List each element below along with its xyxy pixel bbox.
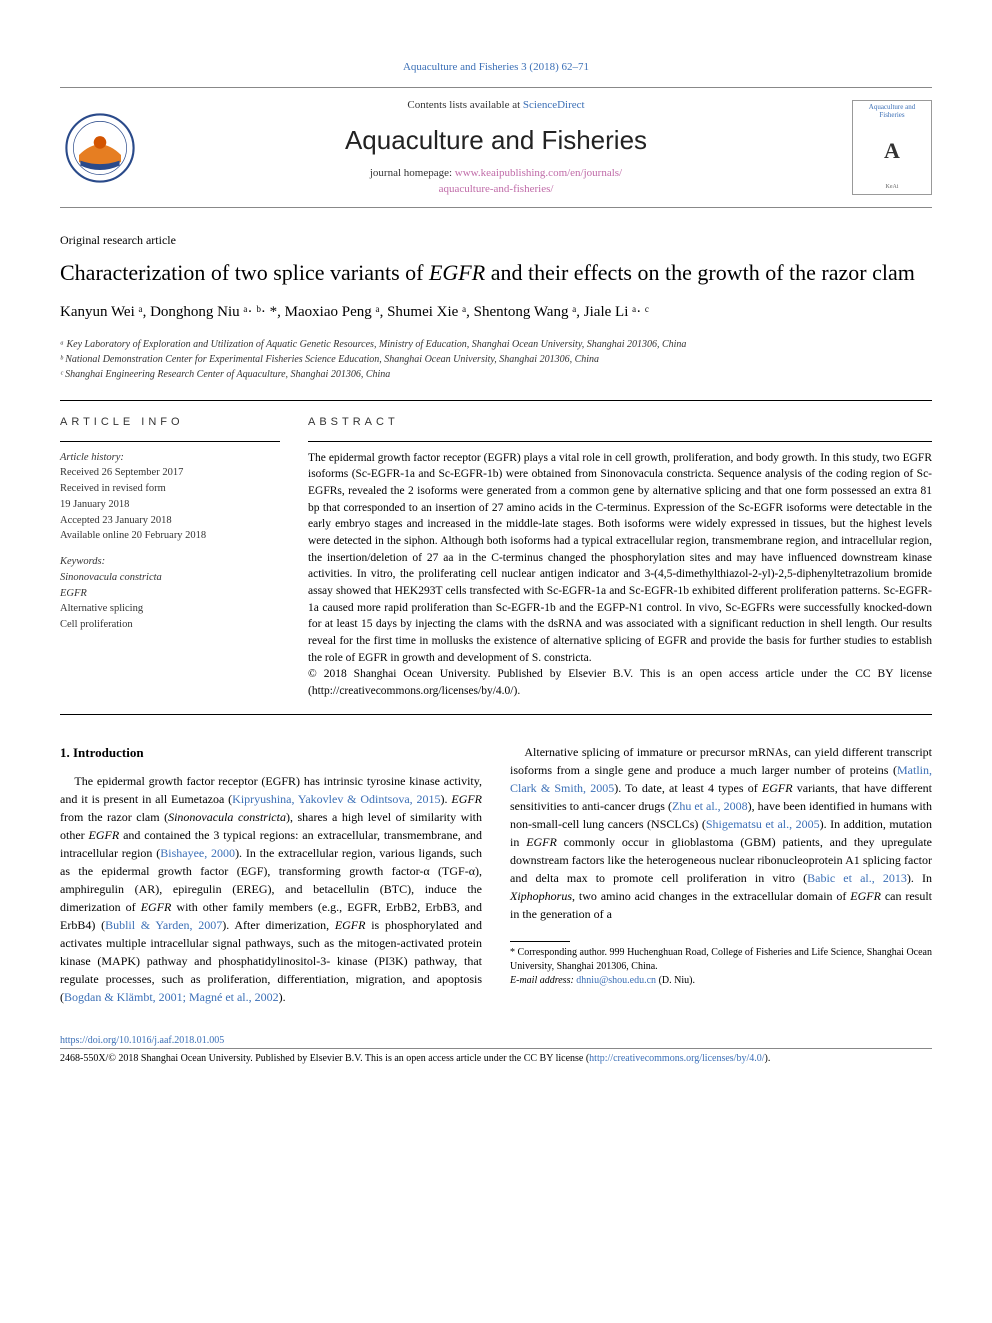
keyword-3: Alternative splicing	[60, 601, 280, 617]
p2-h: , two amino acid changes in the extracel…	[572, 889, 850, 903]
cover-journal-name: Aquaculture and Fisheries	[856, 104, 928, 119]
sciencedirect-link[interactable]: ScienceDirect	[523, 99, 585, 111]
p2-it2: EGFR	[526, 835, 557, 849]
received-date: Received 26 September 2017	[60, 465, 280, 481]
p1-cite-3[interactable]: Bublil & Yarden, 2007	[105, 918, 222, 932]
doi-link[interactable]: https://doi.org/10.1016/j.aaf.2018.01.00…	[60, 1035, 224, 1046]
p2-cite-3[interactable]: Shigematsu et al., 2005	[706, 817, 820, 831]
corresponding-author-footnote: * Corresponding author. 999 Huchenghuan …	[510, 946, 932, 988]
revised-line-1: Received in revised form	[60, 481, 280, 497]
p1-j: ).	[279, 990, 286, 1004]
abstract-end-rule	[60, 714, 932, 715]
keywords-block: Keywords: Sinonovacula constricta EGFR A…	[60, 554, 280, 633]
p1-cite-2[interactable]: Bishayee, 2000	[160, 846, 235, 860]
journal-cover-thumbnail: Aquaculture and Fisheries A KeAi	[852, 100, 932, 195]
publisher-logo-left	[60, 108, 140, 188]
article-title: Characterization of two splice variants …	[60, 259, 932, 287]
contents-available-line: Contents lists available at ScienceDirec…	[140, 98, 852, 113]
journal-homepage-line: journal homepage: www.keaipublishing.com…	[140, 166, 852, 197]
p1-it4: EGFR	[141, 900, 172, 914]
accepted-date: Accepted 23 January 2018	[60, 513, 280, 529]
info-abstract-row: ARTICLE INFO Article history: Received 2…	[60, 415, 932, 699]
info-rule	[60, 441, 280, 442]
cover-letter-icon: A	[872, 131, 912, 171]
keyword-2: EGFR	[60, 586, 280, 602]
abstract-heading: ABSTRACT	[308, 415, 932, 430]
footer-license-link[interactable]: http://creativecommons.org/licenses/by/4…	[589, 1053, 764, 1064]
email-link[interactable]: dhniu@shou.edu.cn	[576, 975, 656, 986]
affiliation-c: ᶜ Shanghai Engineering Research Center o…	[60, 367, 932, 382]
p2-cite-2[interactable]: Zhu et al., 2008	[672, 799, 748, 813]
p1-it1: EGFR	[451, 792, 482, 806]
p1-h: ). After dimerization,	[222, 918, 335, 932]
revised-line-2: 19 January 2018	[60, 497, 280, 513]
footnote-corr: * Corresponding author. 999 Huchenghuan …	[510, 946, 932, 974]
abstract-copyright: © 2018 Shanghai Ocean University. Publis…	[308, 666, 932, 699]
intro-heading: 1. Introduction	[60, 743, 482, 763]
license-link[interactable]: http://creativecommons.org/licenses/by/4…	[312, 685, 514, 697]
p2-it4: EGFR	[850, 889, 881, 903]
p1-b: ).	[441, 792, 452, 806]
homepage-link-2[interactable]: aquaculture-and-fisheries/	[439, 183, 554, 195]
university-seal-icon	[65, 113, 135, 183]
p2-b: ). To date, at least 4 types of	[614, 781, 762, 795]
author-list: Kanyun Wei ᵃ, Donghong Niu ᵃ· ᵇ· *, Maox…	[60, 302, 932, 323]
footnote-email-line: E-mail address: dhniu@shou.edu.cn (D. Ni…	[510, 974, 932, 988]
p2-cite-4[interactable]: Babic et al., 2013	[807, 871, 907, 885]
p2-it1: EGFR	[762, 781, 793, 795]
body-columns: 1. Introduction The epidermal growth fac…	[60, 743, 932, 1007]
title-italic: EGFR	[429, 260, 485, 285]
article-history: Article history: Received 26 September 2…	[60, 450, 280, 545]
p1-cite-4[interactable]: Bogdan & Klämbt, 2001; Magné et al., 200…	[64, 990, 279, 1004]
p1-c: from the razor clam (	[60, 810, 168, 824]
homepage-prefix: journal homepage:	[370, 167, 455, 179]
top-reference: Aquaculture and Fisheries 3 (2018) 62–71	[60, 60, 932, 75]
journal-title: Aquaculture and Fisheries	[140, 122, 852, 158]
abstract-rule	[308, 441, 932, 442]
p1-it3: EGFR	[89, 828, 120, 842]
footnote-separator	[510, 941, 570, 942]
abstract-text: The epidermal growth factor receptor (EG…	[308, 450, 932, 667]
issn-close: ).	[765, 1053, 771, 1064]
article-type: Original research article	[60, 232, 932, 249]
intro-paragraph-1: The epidermal growth factor receptor (EG…	[60, 772, 482, 1006]
abstract-column: ABSTRACT The epidermal growth factor rec…	[308, 415, 932, 699]
p2-a: Alternative splicing of immature or prec…	[510, 745, 932, 777]
contents-prefix: Contents lists available at	[407, 99, 522, 111]
online-date: Available online 20 February 2018	[60, 528, 280, 544]
keyword-1: Sinonovacula constricta	[60, 570, 280, 586]
title-part-2: and their effects on the growth of the r…	[485, 260, 915, 285]
intro-paragraph-2: Alternative splicing of immature or prec…	[510, 743, 932, 923]
p2-g: ). In	[907, 871, 932, 885]
p1-cite-1[interactable]: Kipryushina, Yakovlev & Odintsova, 2015	[232, 792, 440, 806]
journal-header: Contents lists available at ScienceDirec…	[60, 87, 932, 208]
affiliation-b: ᵇ National Demonstration Center for Expe…	[60, 352, 932, 367]
history-label: Article history:	[60, 450, 280, 466]
title-part-1: Characterization of two splice variants …	[60, 260, 429, 285]
article-info-column: ARTICLE INFO Article history: Received 2…	[60, 415, 280, 699]
affiliation-a: ᵃ Key Laboratory of Exploration and Util…	[60, 337, 932, 352]
page-root: Aquaculture and Fisheries 3 (2018) 62–71…	[0, 0, 992, 1096]
header-center: Contents lists available at ScienceDirec…	[140, 98, 852, 197]
issn-copyright-line: 2468-550X/© 2018 Shanghai Ocean Universi…	[60, 1052, 932, 1066]
divider-rule	[60, 400, 932, 401]
page-footer: https://doi.org/10.1016/j.aaf.2018.01.00…	[60, 1034, 932, 1066]
email-name: (D. Niu).	[656, 975, 695, 986]
footer-rule	[60, 1048, 932, 1049]
cover-publisher: KeAi	[886, 183, 899, 191]
affiliations: ᵃ Key Laboratory of Exploration and Util…	[60, 337, 932, 382]
article-info-heading: ARTICLE INFO	[60, 415, 280, 430]
email-label: E-mail address:	[510, 975, 576, 986]
p1-it2: Sinonovacula constricta	[168, 810, 286, 824]
issn-text: 2468-550X/© 2018 Shanghai Ocean Universi…	[60, 1053, 589, 1064]
copyright-close: ).	[513, 685, 520, 697]
p2-it3: Xiphophorus	[510, 889, 572, 903]
homepage-link-1[interactable]: www.keaipublishing.com/en/journals/	[455, 167, 622, 179]
keyword-4: Cell proliferation	[60, 617, 280, 633]
p1-it5: EGFR	[335, 918, 366, 932]
keywords-label: Keywords:	[60, 554, 280, 570]
